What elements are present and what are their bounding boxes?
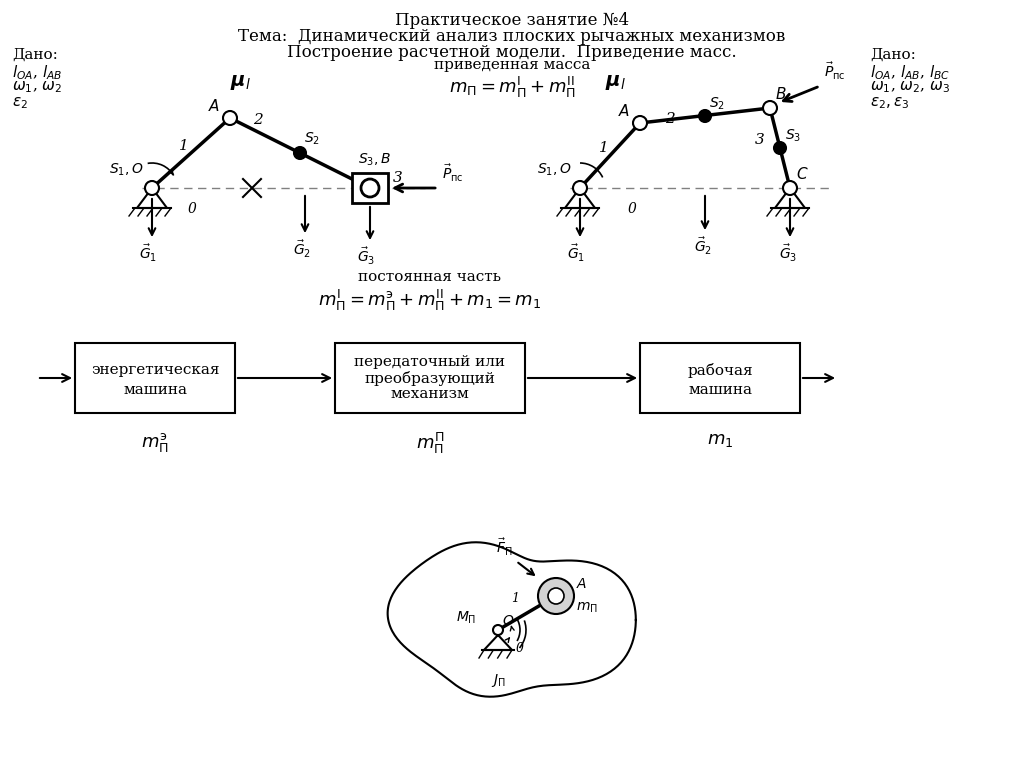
Text: $\vec{F}_\Pi$: $\vec{F}_\Pi$ (496, 537, 512, 558)
Text: $O$: $O$ (502, 614, 514, 628)
Text: постоянная часть: постоянная часть (358, 270, 502, 284)
Text: 3: 3 (393, 171, 402, 185)
Circle shape (763, 101, 777, 115)
Text: $\vec{G}_2$: $\vec{G}_2$ (694, 236, 712, 257)
Circle shape (573, 181, 587, 195)
Text: Тема:  Динамический анализ плоских рычажных механизмов: Тема: Динамический анализ плоских рычажн… (239, 28, 785, 45)
Text: $S_2$: $S_2$ (304, 131, 321, 147)
Circle shape (361, 179, 379, 197)
Text: $\omega_1$, $\omega_2$, $\omega_3$: $\omega_1$, $\omega_2$, $\omega_3$ (870, 79, 950, 94)
Text: 0: 0 (628, 202, 637, 216)
Text: 1: 1 (179, 139, 188, 153)
Text: Построение расчетной модели.  Приведение масс.: Построение расчетной модели. Приведение … (287, 44, 737, 61)
Text: Практическое занятие №4: Практическое занятие №4 (395, 12, 629, 29)
Text: $\varepsilon_2$: $\varepsilon_2$ (12, 95, 28, 111)
Text: $m_1$: $m_1$ (707, 431, 733, 449)
Circle shape (699, 110, 711, 122)
Circle shape (538, 578, 574, 614)
Text: $A$: $A$ (208, 98, 220, 114)
Text: $\vec{G}_3$: $\vec{G}_3$ (779, 243, 797, 264)
Bar (352, 173, 388, 203)
Text: $A$: $A$ (575, 577, 588, 591)
Bar (335, 343, 525, 413)
Text: приведенная масса: приведенная масса (434, 58, 590, 72)
Text: $\vec{P}_{\text{пс}}$: $\vec{P}_{\text{пс}}$ (442, 163, 464, 184)
Circle shape (223, 111, 237, 125)
Text: $S_2$: $S_2$ (709, 95, 725, 112)
Text: $\vec{G}_1$: $\vec{G}_1$ (139, 243, 157, 264)
Text: механизм: механизм (390, 387, 469, 401)
Text: $M_\Pi$: $M_\Pi$ (456, 610, 476, 626)
Text: энергетическая: энергетическая (91, 363, 219, 377)
Text: рабочая: рабочая (687, 362, 753, 378)
Text: $l_{OA}$, $l_{AB}$, $l_{BC}$: $l_{OA}$, $l_{AB}$, $l_{BC}$ (870, 63, 950, 81)
Text: $m_\Pi^\mathrm{э}$: $m_\Pi^\mathrm{э}$ (141, 431, 169, 454)
Text: $S_3, B$: $S_3, B$ (358, 151, 391, 168)
Text: 3: 3 (756, 133, 765, 147)
Text: $\vec{G}_3$: $\vec{G}_3$ (357, 246, 375, 267)
Circle shape (774, 142, 786, 154)
Text: 2: 2 (666, 112, 675, 126)
Text: $S_1, O$: $S_1, O$ (110, 161, 144, 178)
Text: $S_1, O$: $S_1, O$ (538, 161, 572, 178)
Text: $\boldsymbol{\mu}_l$: $\boldsymbol{\mu}_l$ (229, 73, 251, 92)
Text: $\omega_1$, $\omega_2$: $\omega_1$, $\omega_2$ (12, 79, 62, 94)
Text: $m_\Pi = m_\Pi^\mathrm{I} + m_\Pi^\mathrm{II}$: $m_\Pi = m_\Pi^\mathrm{I} + m_\Pi^\mathr… (449, 75, 575, 100)
Text: $J_\Pi$: $J_\Pi$ (490, 672, 506, 689)
Text: машина: машина (688, 383, 752, 397)
Text: 1: 1 (599, 141, 609, 155)
Text: $S_3$: $S_3$ (785, 127, 801, 144)
Bar (75, 343, 234, 413)
Circle shape (633, 116, 647, 130)
Bar (640, 343, 800, 413)
Text: $m_\Pi$: $m_\Pi$ (575, 601, 598, 615)
Text: 0: 0 (187, 202, 197, 216)
Circle shape (294, 147, 306, 159)
Text: $C$: $C$ (796, 166, 809, 182)
Text: 2: 2 (253, 113, 263, 127)
Circle shape (548, 588, 564, 604)
Text: $m_\Pi^\mathrm{I} = m_\Pi^\mathrm{э} + m_\Pi^\mathrm{II} + m_1 = m_1$: $m_\Pi^\mathrm{I} = m_\Pi^\mathrm{э} + m… (318, 288, 542, 313)
Text: Дано:: Дано: (870, 48, 915, 62)
Text: $m_\Pi^\mathrm{П}$: $m_\Pi^\mathrm{П}$ (416, 431, 444, 456)
Text: $\vec{G}_2$: $\vec{G}_2$ (293, 239, 311, 260)
Text: передаточный или: передаточный или (354, 355, 506, 369)
Text: $B$: $B$ (775, 86, 786, 102)
Text: $l_{OA}$, $l_{AB}$: $l_{OA}$, $l_{AB}$ (12, 63, 62, 81)
Text: машина: машина (123, 383, 187, 397)
Circle shape (493, 625, 503, 635)
Text: $\boldsymbol{\mu}_l$: $\boldsymbol{\mu}_l$ (604, 73, 626, 92)
Text: $\vec{G}_1$: $\vec{G}_1$ (567, 243, 585, 264)
Text: Дано:: Дано: (12, 48, 58, 62)
Text: $\varepsilon_2, \varepsilon_3$: $\varepsilon_2, \varepsilon_3$ (870, 95, 909, 111)
Circle shape (145, 181, 159, 195)
Text: 0: 0 (516, 642, 524, 655)
Text: 1: 1 (511, 592, 519, 605)
Text: $\vec{P}_{\text{пс}}$: $\vec{P}_{\text{пс}}$ (824, 61, 846, 82)
Circle shape (783, 181, 797, 195)
Text: $A$: $A$ (617, 103, 630, 119)
Text: преобразующий: преобразующий (365, 370, 496, 386)
